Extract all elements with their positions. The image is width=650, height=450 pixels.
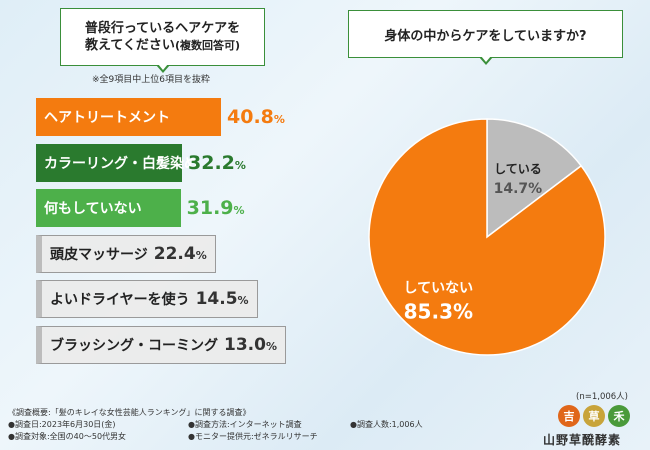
- question-bubble-internal-care: 身体の中からケアをしていますか?: [348, 10, 623, 65]
- footer-method: ●調査方法:インターネット調査: [188, 420, 302, 429]
- sample-size: (n=1,006人): [576, 392, 628, 402]
- logo-mark-1: 吉: [558, 405, 580, 427]
- bar-category-label: ブラッシング・コーミング: [50, 337, 218, 354]
- footer-monitor: ●モニター提供元:ゼネラルリサーチ: [188, 432, 318, 441]
- footer-target: ●調査対象:全国の40〜50代男女: [8, 432, 127, 441]
- bar: 何もしていない: [36, 189, 181, 227]
- logo-text: 山野草醗酵素: [543, 433, 622, 447]
- footer-survey-title: 《調査概要:「髪のキレイな女性芸能人ランキング」に関する調査》: [8, 408, 251, 417]
- bar: ブラッシング・コーミング 13.0%: [36, 325, 286, 364]
- logo-mark-2: 草: [583, 405, 605, 427]
- bar: よいドライヤーを使う 14.5%: [36, 280, 258, 318]
- bar-category-label: 頭皮マッサージ: [50, 246, 148, 263]
- bar: カラーリング・白髪染め: [36, 143, 198, 182]
- bar-category-label: よいドライヤーを使う: [50, 292, 190, 308]
- question-line2: 教えてください: [84, 38, 175, 53]
- subset-note: ※全9項目中上位6項目を抜粋: [92, 75, 210, 85]
- pie-value-label: 14.7%: [494, 181, 543, 197]
- footer-count: ●調査人数:1,006人: [350, 420, 423, 429]
- brand-logo: 吉 草 禾 山野草醗酵素: [543, 405, 643, 447]
- question2-text: 身体の中からケアをしていますか?: [384, 28, 587, 44]
- bar-row: ブラッシング・コーミング 13.0%: [36, 325, 286, 364]
- bar-value-label: 31.9%: [186, 197, 245, 219]
- bar-value-label: 40.8%: [227, 106, 285, 128]
- bar: 頭皮マッサージ 22.4%: [36, 234, 216, 273]
- bar-category-label: カラーリング・白髪染め: [44, 155, 198, 172]
- pie-slice: [486, 118, 583, 239]
- pie-category-label: していない: [404, 281, 474, 297]
- bar-row: 何もしていない 31.9%: [36, 189, 245, 227]
- bar-value-label: 32.2%: [188, 151, 246, 174]
- pie-slice: [368, 118, 606, 356]
- logo-mark-3: 禾: [608, 405, 630, 427]
- bar-row: カラーリング・白髪染め 32.2%: [36, 143, 246, 182]
- bar-row: よいドライヤーを使う 14.5%: [36, 280, 258, 318]
- question-bubble-haircare: 普段行っているヘアケアを 教えてください(複数回答可): [60, 8, 265, 73]
- pie-value-label: 85.3%: [404, 300, 473, 324]
- bar-value-label: 14.5%: [195, 289, 249, 309]
- bar-category-label: 何もしていない: [44, 201, 142, 217]
- bar-row: 頭皮マッサージ 22.4%: [36, 234, 216, 273]
- footer-date: ●調査日:2023年6月30日(金): [8, 420, 116, 429]
- pie-category-label: している: [494, 162, 542, 176]
- question-line2-note: (複数回答可): [174, 39, 240, 52]
- bar-value-label: 22.4%: [153, 243, 207, 264]
- bar-category-label: ヘアトリートメント: [44, 110, 170, 126]
- bar-row: ヘアトリートメント 40.8%: [36, 98, 285, 136]
- bar: ヘアトリートメント: [36, 98, 221, 136]
- bar-value-label: 13.0%: [224, 334, 277, 355]
- question-line1: 普段行っているヘアケアを: [84, 21, 241, 36]
